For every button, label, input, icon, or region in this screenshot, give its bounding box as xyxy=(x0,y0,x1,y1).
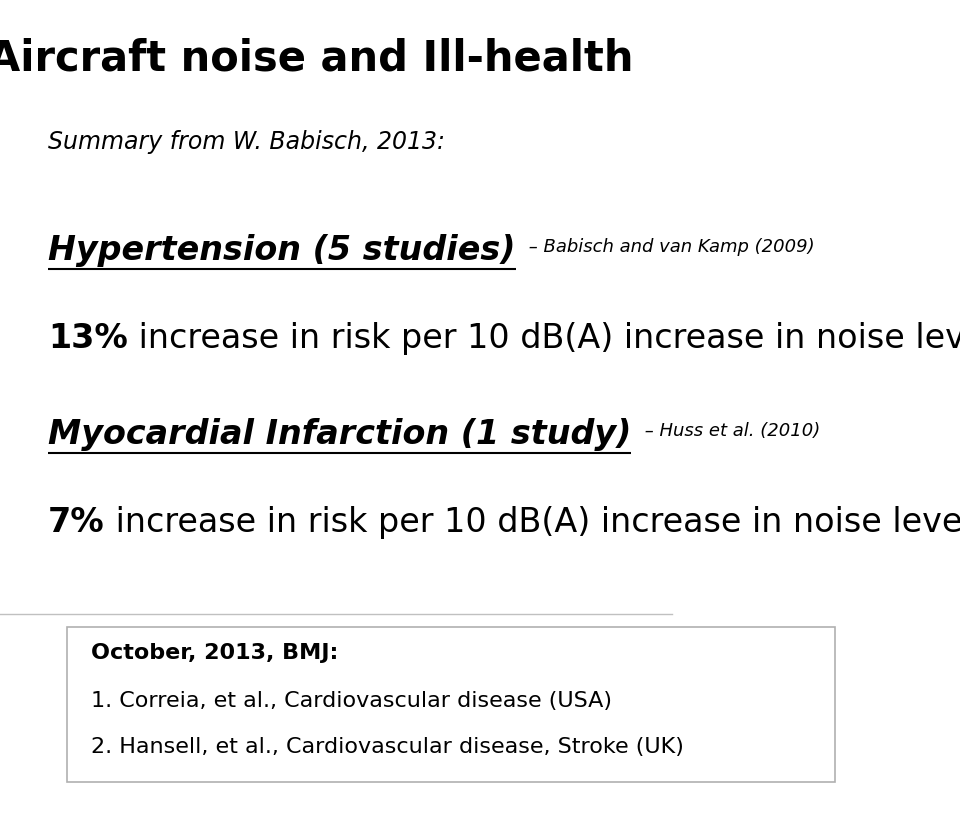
Text: 1. Correia, et al., Cardiovascular disease (USA): 1. Correia, et al., Cardiovascular disea… xyxy=(91,691,612,711)
Text: increase in risk per 10 dB(A) increase in noise level: increase in risk per 10 dB(A) increase i… xyxy=(105,506,960,538)
Text: Summary from W. Babisch, 2013:: Summary from W. Babisch, 2013: xyxy=(48,130,445,154)
Text: 13%: 13% xyxy=(48,322,128,354)
Text: Myocardial Infarction (1 study): Myocardial Infarction (1 study) xyxy=(48,418,632,451)
Text: 2. Hansell, et al., Cardiovascular disease, Stroke (UK): 2. Hansell, et al., Cardiovascular disea… xyxy=(91,737,684,757)
Text: Hypertension (5 studies): Hypertension (5 studies) xyxy=(48,234,516,267)
FancyBboxPatch shape xyxy=(67,627,835,782)
Text: – Huss et al. (2010): – Huss et al. (2010) xyxy=(639,421,820,440)
Text: 7%: 7% xyxy=(48,506,105,538)
Text: – Babisch and van Kamp (2009): – Babisch and van Kamp (2009) xyxy=(523,237,815,256)
Text: Aircraft noise and Ill-health: Aircraft noise and Ill-health xyxy=(0,38,634,79)
Text: October, 2013, BMJ:: October, 2013, BMJ: xyxy=(91,642,339,662)
Text: increase in risk per 10 dB(A) increase in noise level: increase in risk per 10 dB(A) increase i… xyxy=(128,322,960,354)
